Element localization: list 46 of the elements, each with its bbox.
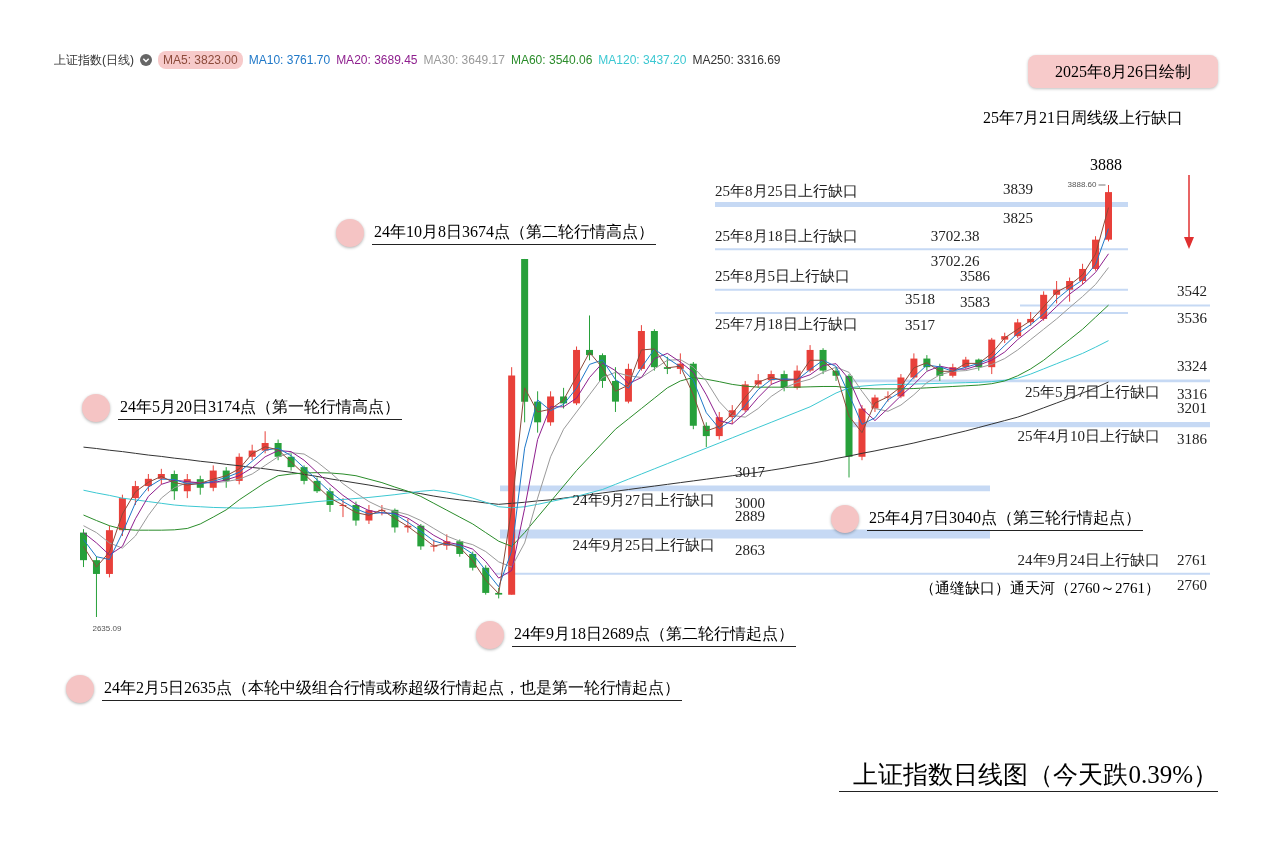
- text: MA60: 3540.06: [510, 53, 593, 67]
- annotation: 3583: [960, 293, 990, 310]
- annotation: 24年10月8日3674点（第二轮行情高点）: [372, 221, 656, 245]
- annotation: 3186: [1177, 430, 1208, 447]
- annotation: 3839: [1003, 180, 1033, 197]
- text: 25年7月21日周线级上行缺口: [983, 108, 1183, 128]
- annotation: 3542: [1177, 282, 1207, 299]
- text: MA5: 3823.00: [158, 51, 243, 69]
- band-label: 25年8月18日上行缺口: [715, 227, 858, 244]
- annotation: 3201: [1177, 400, 1207, 417]
- annotation: 3825: [1003, 210, 1033, 227]
- annotation: 3702.26: [930, 252, 980, 269]
- annotation: 24年5月20日3174点（第一轮行情高点）: [118, 396, 402, 420]
- text: MA120: 3437.20: [598, 53, 687, 67]
- text: 2025年8月26日绘制: [1028, 55, 1218, 88]
- candlestick: [611, 366, 619, 413]
- text: 24年2月5日2635点（本轮中级组合行情或称超级行情起点，也是第一轮行情起点）: [102, 677, 682, 701]
- band-label: 24年9月24日上行缺口: [1017, 552, 1160, 569]
- annotation: 2863: [735, 541, 765, 558]
- band-label: 24年9月25日上行缺口: [572, 537, 715, 554]
- annotation: 2760: [1177, 577, 1207, 594]
- text: MA30: 3649.17: [423, 53, 505, 67]
- text: MA20: 3689.45: [336, 53, 418, 67]
- text: 上证指数日线图（今天跌0.39%）: [839, 758, 1218, 792]
- text: MA250: 3316.69: [692, 53, 781, 67]
- band-label: 25年8月5日上行缺口: [715, 268, 850, 285]
- annotation: 3888.60: [1067, 180, 1098, 190]
- annotation: 25年4月7日3040点（第三轮行情起点）: [867, 507, 1143, 531]
- annotation: 3324: [1177, 358, 1208, 375]
- text: 3888: [1090, 156, 1122, 174]
- band-label: 24年9月27日上行缺口: [572, 491, 715, 508]
- annotation: 3702.38: [930, 227, 980, 244]
- annotation: （通缝缺口）通天河（2760～2761）: [920, 579, 1160, 598]
- band-label: 25年4月10日上行缺口: [1017, 427, 1160, 444]
- annotation: 3518: [905, 291, 935, 308]
- text: 24年9月18日2689点（第二轮行情起点）: [512, 623, 796, 647]
- text: MA10: 3761.70: [248, 53, 331, 67]
- band-label: 25年7月18日上行缺口: [715, 316, 858, 333]
- annotation: 3517: [905, 316, 936, 333]
- annotation: 3316: [1177, 385, 1208, 402]
- band-label: 25年8月25日上行缺口: [715, 182, 858, 199]
- text: 2635.09: [92, 624, 122, 634]
- annotation: 3586: [960, 267, 991, 284]
- annotation: 3536: [1177, 309, 1208, 326]
- legend-title: 上证指数(日线): [54, 51, 134, 69]
- annotation: 2761: [1177, 552, 1207, 569]
